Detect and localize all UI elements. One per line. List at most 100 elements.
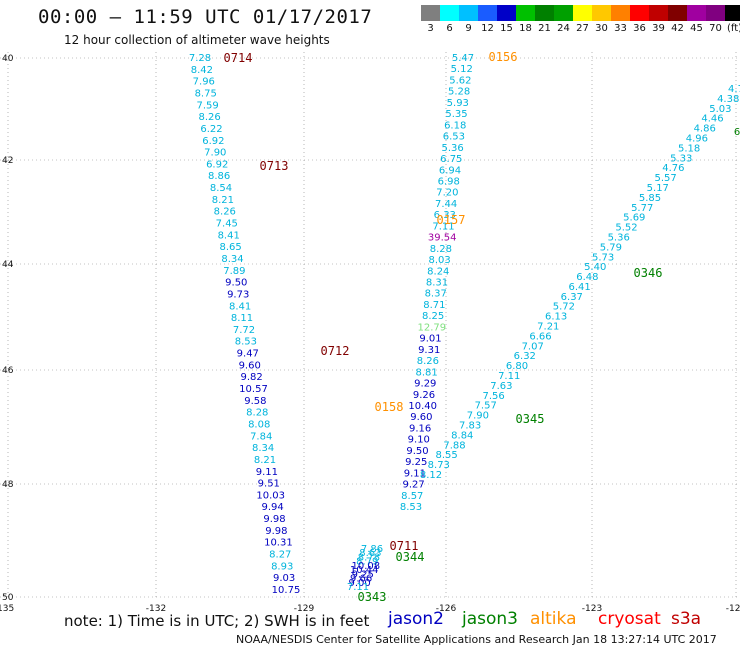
wave-height-label: 9.03 [273,573,295,584]
wave-height-label: 4.86 [694,124,716,135]
wave-height-label: 6.66 [529,331,551,342]
pass-time-label: 0711 [390,539,419,553]
wave-height-label: 4.38 [717,94,739,105]
color-scale-label: 70 [709,23,722,34]
wave-height-label: 9.25 [352,569,374,580]
wave-height-label: 8.12 [420,470,442,481]
map-title: 00:00 – 11:59 UTC 01/17/2017 [38,6,373,28]
lon-tick-label: -129 [294,604,315,614]
color-scale-label: 21 [538,23,551,34]
color-swatch [440,5,459,21]
wave-height-label: 6.33 [434,210,456,221]
color-swatch [687,5,706,21]
color-scale-bar [421,5,740,21]
pass-time-label: 0713 [260,159,289,173]
wave-height-label: 8.53 [235,337,257,348]
wave-height-label: 9.98 [265,526,287,537]
wave-height-label: 9.51 [258,479,280,490]
wave-height-label: 5.40 [584,262,606,273]
lat-tick-label: 50 [2,593,14,603]
wave-height-label: 6.94 [439,165,461,176]
wave-height-label: 5.72 [553,302,575,313]
wave-height-label: 8.79 [356,557,378,568]
lat-tick-label: 40 [2,54,14,64]
wave-height-label: 6.41 [568,282,590,293]
wave-height-label: 9.27 [402,480,424,491]
wave-height-label: 10.40 [408,401,437,412]
wave-height-label: 8.24 [427,266,449,277]
pass-time-labels: 0714 0713 0712 0711 0156 0157 0158 0346 0345 0344… [224,50,663,604]
wave-height-label: 7.59 [196,100,218,111]
wave-height-label: 9.82 [240,372,262,383]
wave-height-label: 8.34 [252,443,274,454]
wave-height-label: 9.11 [256,467,278,478]
lat-lon-grid [0,52,740,600]
wave-height-label: 6.92 [206,159,228,170]
wave-height-label: 6.13 [545,312,567,323]
wave-height-label: 10.57 [239,384,268,395]
wave-height-label: 8.65 [219,242,241,253]
wave-height-label: 7.11 [432,221,454,232]
wave-height-label: 4.7 [728,84,740,95]
wave-height-label: 8.78 [358,552,380,563]
pass-time-label: 0156 [489,50,518,64]
wave-height-label: 9.47 [237,349,259,360]
color-scale-label: 27 [576,23,589,34]
pass-time-label: 0712 [321,344,350,358]
wave-height-label: 7.28 [189,53,211,64]
wave-height-label: 6.22 [200,124,222,135]
wave-height-label: 6.18 [444,120,466,131]
wave-height-label: 8.42 [191,65,213,76]
pass-time-label: 0158 [375,400,404,414]
wave-height-label: 10.44 [350,565,379,576]
wave-height-label: 8.11 [231,313,253,324]
color-swatch [611,5,630,21]
color-scale-label: 39 [652,23,665,34]
wave-height-label: 7.63 [490,381,512,392]
lat-tick-label: 42 [2,156,13,166]
wave-height-label: 6.92 [202,136,224,147]
color-scale-label: 12 [481,23,494,34]
color-scale-label: 33 [614,23,627,34]
wave-height-label: 9.26 [413,390,435,401]
pass-time-label: 0345 [516,412,545,426]
wave-height-label: 8.41 [229,301,251,312]
wave-height-label: 5.35 [445,109,467,120]
axis-labels: -135 -132 -129 -126 -123 -120 40 42 44 46 48 50 [0,54,740,614]
wave-height-label: 7.90 [467,411,489,422]
color-scale-label: 24 [557,23,570,34]
wave-height-label: 8.73 [428,460,450,471]
wave-height-label: 10.03 [256,490,285,501]
wave-height-label: 8.57 [401,491,423,502]
wave-height-label: 5.52 [615,223,637,234]
wave-height-label: 9.50 [406,446,428,457]
wave-height-label: 7.90 [204,148,226,159]
wave-height-label: 8.03 [428,255,450,266]
wave-height-label: 8.21 [254,455,276,466]
wave-height-label: 8.08 [248,420,270,431]
color-swatch [630,5,649,21]
wave-height-label: 9.60 [410,412,432,423]
wave-height-label: 7.84 [250,431,272,442]
wave-height-label: 6.53 [443,132,465,143]
wave-height-label: 7.89 [223,266,245,277]
color-scale-label: 3 [427,23,434,34]
wave-height-label: 9.29 [414,379,436,390]
wave-height-label: 4.46 [701,114,723,125]
wave-height-label: 8.31 [426,278,448,289]
wave-height-label: 4.76 [662,163,684,174]
wave-height-label: 8.28 [430,244,452,255]
wave-height-label: 9.16 [409,423,431,434]
color-swatch [516,5,535,21]
wave-height-label: 9.31 [418,345,440,356]
wave-height-label: 7.21 [537,322,559,333]
wave-height-label: 8.86 [208,171,230,182]
wave-height-label: 6.98 [438,177,460,188]
wave-height-label: 6.80 [506,361,528,372]
wave-height-label: 7.96 [193,77,215,88]
wave-height-label: 9.00 [348,578,370,589]
wave-height-label: 7.11 [498,371,520,382]
wave-height-label: 7.44 [435,199,457,210]
